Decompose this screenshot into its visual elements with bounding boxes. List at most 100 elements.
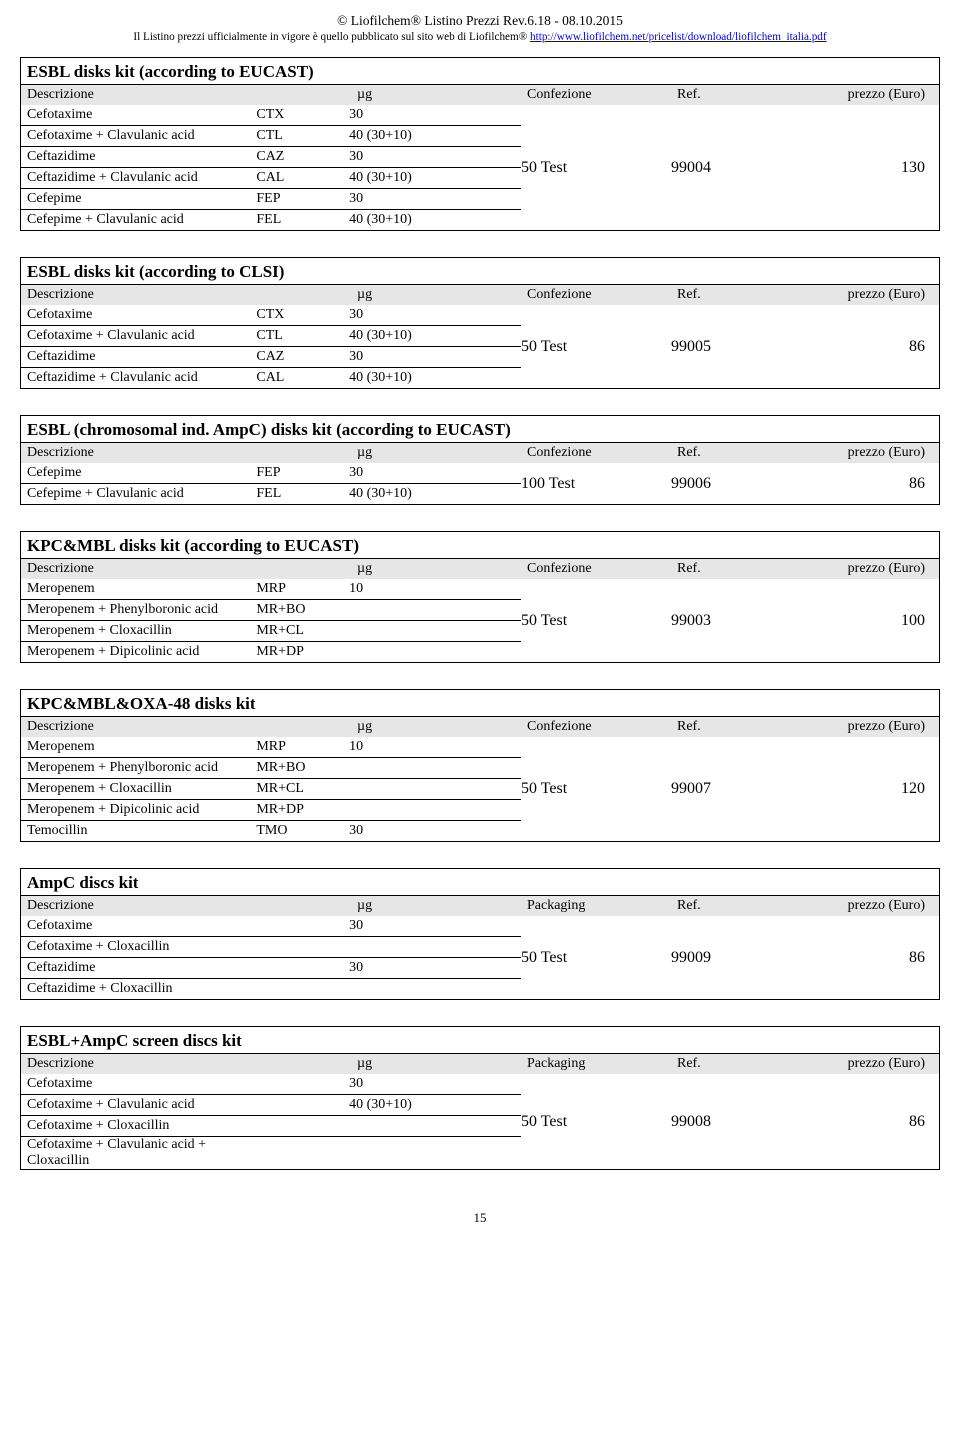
cell-price: 100 [806, 612, 933, 630]
hdr-pack: Confezione [527, 561, 677, 577]
rows-wrap: Cefotaxime30 Cefotaxime + Clavulanic acid… [21, 1074, 939, 1169]
kit-section: KPC&MBL disks kit (according to EUCAST)D… [20, 531, 940, 663]
hdr-ref: Ref. [677, 287, 812, 303]
cell-ug: 40 (30+10) [349, 170, 515, 186]
cell-code: CAL [256, 170, 349, 186]
kit-section: ESBL+AmpC screen discs kitDescrizioneµgP… [20, 1026, 940, 1170]
cell-desc: Cefepime [27, 465, 256, 481]
cell-desc: Cefotaxime + Clavulanic acid [27, 1097, 256, 1113]
cell-ug: 40 (30+10) [349, 486, 515, 502]
rows-wrap: CefotaximeCTX30Cefotaxime + Clavulanic a… [21, 105, 939, 230]
hdr-descrizione: Descrizione [27, 719, 262, 735]
kit-section: AmpC discs kitDescrizioneµgPackagingRef.… [20, 868, 940, 1000]
rows-wrap: CefotaximeCTX30Cefotaxime + Clavulanic a… [21, 305, 939, 388]
table-row: Cefotaxime + Clavulanic acidCTL40 (30+10… [21, 326, 521, 347]
kit-section: KPC&MBL&OXA-48 disks kitDescrizioneµgCon… [20, 689, 940, 842]
cell-ug: 30 [349, 1076, 515, 1092]
table-row: Meropenem + Dipicolinic acidMR+DP [21, 800, 521, 821]
hdr-pack: Confezione [527, 87, 677, 103]
table-row: TemocillinTMO30 [21, 821, 521, 841]
cell-ug: 30 [349, 465, 515, 481]
cell-code: TMO [256, 823, 349, 839]
rows-right: 50 Test9900586 [521, 305, 939, 388]
hdr-descrizione: Descrizione [27, 287, 262, 303]
table-row: CeftazidimeCAZ30 [21, 347, 521, 368]
cell-ug: 10 [349, 581, 515, 597]
cell-ref: 99003 [671, 612, 806, 630]
section-title: AmpC discs kit [21, 869, 939, 895]
section-title: KPC&MBL&OXA-48 disks kit [21, 690, 939, 716]
cell-code: CAZ [256, 349, 349, 365]
header-line1-pre: © Liofilchem [337, 13, 411, 28]
hdr-price: prezzo (Euro) [812, 87, 933, 103]
hdr-ug: µg [357, 1056, 527, 1072]
header-link[interactable]: http://www.liofilchem.net/pricelist/down… [530, 31, 827, 43]
cell-code: MR+CL [256, 623, 349, 639]
table-row: Meropenem + CloxacillinMR+CL [21, 779, 521, 800]
table-row: Meropenem + Dipicolinic acidMR+DP [21, 642, 521, 662]
table-row: Cefotaxime + Cloxacillin [21, 937, 521, 958]
cell-desc: Ceftazidime [27, 349, 256, 365]
hdr-ref: Ref. [677, 898, 812, 914]
cell-code: CAL [256, 370, 349, 386]
cell-desc: Cefotaxime [27, 107, 256, 123]
cell-price: 120 [806, 780, 933, 798]
rows-wrap: Cefotaxime30Cefotaxime + CloxacillinCeft… [21, 916, 939, 999]
hdr-ref: Ref. [677, 87, 812, 103]
table-row: Cefotaxime30 [21, 1074, 521, 1095]
cell-desc: Cefotaxime [27, 918, 256, 934]
cell-desc: Cefotaxime [27, 307, 256, 323]
table-row: Ceftazidime30 [21, 958, 521, 979]
table-row: Ceftazidime + Clavulanic acidCAL40 (30+1… [21, 168, 521, 189]
hdr-ref: Ref. [677, 445, 812, 461]
table-header-row: DescrizioneµgPackagingRef.prezzo (Euro) [21, 1053, 939, 1074]
cell-ug: 40 (30+10) [349, 128, 515, 144]
cell-pack: 50 Test [521, 949, 671, 967]
rows-left: CefotaximeCTX30Cefotaxime + Clavulanic a… [21, 105, 521, 230]
page-number: 15 [20, 1210, 940, 1226]
cell-ug: 40 (30+10) [349, 1097, 515, 1113]
cell-code: MR+DP [256, 644, 349, 660]
rows-left: Cefotaxime30Cefotaxime + CloxacillinCeft… [21, 916, 521, 999]
cell-ug: 40 (30+10) [349, 212, 515, 228]
cell-desc: Meropenem [27, 739, 256, 755]
cell-desc: Meropenem + Dipicolinic acid [27, 802, 256, 818]
reg-mark: ® [411, 13, 421, 28]
table-header-row: DescrizioneµgConfezioneRef.prezzo (Euro) [21, 716, 939, 737]
table-row: Cefotaxime + Clavulanic acid + Cloxacill… [21, 1137, 521, 1169]
cell-desc: Ceftazidime + Clavulanic acid [27, 370, 256, 386]
cell-desc: Ceftazidime [27, 960, 256, 976]
cell-ug: 10 [349, 739, 515, 755]
hdr-ref: Ref. [677, 1056, 812, 1072]
cell-ug: 40 (30+10) [349, 370, 515, 386]
section-title: ESBL disks kit (according to EUCAST) [21, 58, 939, 84]
rows-right: 50 Test9900986 [521, 916, 939, 999]
rows-left: MeropenemMRP10Meropenem + Phenylboronic … [21, 579, 521, 662]
cell-ug: 30 [349, 191, 515, 207]
cell-desc: Cefepime + Clavulanic acid [27, 212, 256, 228]
cell-pack: 50 Test [521, 612, 671, 630]
cell-desc: Meropenem + Phenylboronic acid [27, 602, 256, 618]
cell-ug: 30 [349, 349, 515, 365]
cell-desc: Cefotaxime + Clavulanic acid + Cloxacill… [27, 1137, 256, 1169]
reg-mark-2: ® [519, 31, 528, 43]
cell-code: CTL [256, 128, 349, 144]
section-title: ESBL (chromosomal ind. AmpC) disks kit (… [21, 416, 939, 442]
cell-desc: Meropenem [27, 581, 256, 597]
cell-code: FEL [256, 486, 349, 502]
table-header-row: DescrizioneµgConfezioneRef.prezzo (Euro) [21, 558, 939, 579]
cell-code: MR+BO [256, 760, 349, 776]
table-row: Ceftazidime + Clavulanic acidCAL40 (30+1… [21, 368, 521, 388]
table-row: Meropenem + Phenylboronic acidMR+BO [21, 758, 521, 779]
table-row: Meropenem + CloxacillinMR+CL [21, 621, 521, 642]
cell-ug: 30 [349, 149, 515, 165]
cell-ref: 99007 [671, 780, 806, 798]
hdr-descrizione: Descrizione [27, 561, 262, 577]
table-header-row: DescrizioneµgPackagingRef.prezzo (Euro) [21, 895, 939, 916]
cell-code: CTL [256, 328, 349, 344]
table-row: MeropenemMRP10 [21, 737, 521, 758]
hdr-price: prezzo (Euro) [812, 287, 933, 303]
rows-right: 50 Test9900886 [521, 1074, 939, 1169]
table-row: Meropenem + Phenylboronic acidMR+BO [21, 600, 521, 621]
cell-desc: Meropenem + Cloxacillin [27, 781, 256, 797]
